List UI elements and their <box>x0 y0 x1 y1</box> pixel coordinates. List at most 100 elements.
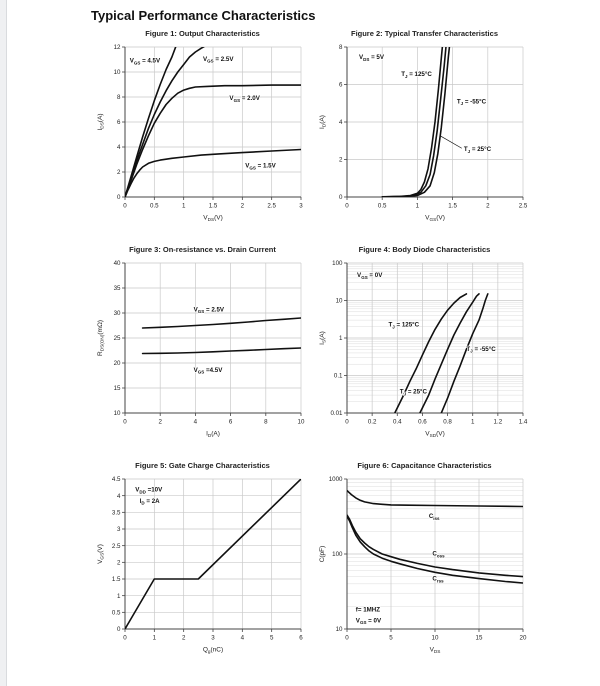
svg-text:1: 1 <box>117 593 121 600</box>
svg-text:0.2: 0.2 <box>368 419 377 426</box>
svg-text:Qg(nC): Qg(nC) <box>203 647 223 655</box>
svg-text:100: 100 <box>332 551 343 558</box>
svg-text:3: 3 <box>117 526 121 533</box>
svg-text:6: 6 <box>117 119 121 126</box>
svg-text:VGS(V): VGS(V) <box>425 215 445 223</box>
svg-text:3: 3 <box>299 203 303 210</box>
svg-text:2.5: 2.5 <box>267 203 276 210</box>
svg-text:8: 8 <box>117 94 121 101</box>
svg-text:2: 2 <box>117 559 121 566</box>
svg-text:2: 2 <box>158 419 162 426</box>
svg-text:0: 0 <box>123 203 127 210</box>
svg-text:Coss: Coss <box>432 551 445 559</box>
svg-text:VSD(V): VSD(V) <box>425 431 445 439</box>
svg-text:0.5: 0.5 <box>378 203 387 210</box>
svg-text:1.5: 1.5 <box>209 203 218 210</box>
svg-text:15: 15 <box>114 385 121 392</box>
svg-text:VDS = 5V: VDS = 5V <box>359 54 385 62</box>
svg-text:ID = 2A: ID = 2A <box>140 498 160 506</box>
svg-text:20: 20 <box>520 635 527 642</box>
svg-text:0: 0 <box>117 194 121 201</box>
svg-text:12: 12 <box>114 44 121 51</box>
figure-3-title: Figure 3: On-resistance vs. Drain Curren… <box>129 245 276 254</box>
svg-text:0.5: 0.5 <box>112 609 121 616</box>
svg-text:6: 6 <box>299 635 303 642</box>
svg-text:8: 8 <box>339 44 343 51</box>
svg-text:4: 4 <box>241 635 245 642</box>
figure-1: Figure 1: Output Characteristics 0 0.5 1 1.… <box>95 29 311 229</box>
svg-text:TJ = -55°C: TJ = -55°C <box>466 346 496 354</box>
svg-text:15: 15 <box>476 635 483 642</box>
svg-text:5: 5 <box>270 635 274 642</box>
svg-text:3: 3 <box>211 635 215 642</box>
svg-text:2.5: 2.5 <box>519 203 528 210</box>
svg-text:VGS = 2.5V: VGS = 2.5V <box>203 56 234 64</box>
svg-text:TJ = 125°C: TJ = 125°C <box>401 71 432 79</box>
svg-text:0: 0 <box>339 194 343 201</box>
svg-text:1.5: 1.5 <box>112 576 121 583</box>
svg-text:VGS = 2.5V: VGS = 2.5V <box>194 307 225 315</box>
svg-text:20: 20 <box>114 360 121 367</box>
svg-text:2: 2 <box>241 203 245 210</box>
svg-text:10: 10 <box>298 419 305 426</box>
figure-6-title: Figure 6: Capacitance Characteristics <box>357 461 492 470</box>
svg-text:10: 10 <box>114 69 121 76</box>
svg-text:VDS: VDS <box>430 647 441 655</box>
svg-text:TJ = 25°C: TJ = 25°C <box>464 146 492 154</box>
svg-text:ID(A): ID(A) <box>206 431 220 439</box>
svg-text:30: 30 <box>114 310 121 317</box>
figure-5: Figure 5: Gate Charge Characteristics 0 1… <box>95 461 311 661</box>
figure-4: Figure 4: Body Diode Characteristics 0 0.… <box>317 245 533 445</box>
svg-text:25: 25 <box>114 335 121 342</box>
svg-text:10: 10 <box>336 298 343 305</box>
svg-text:1.5: 1.5 <box>448 203 457 210</box>
svg-text:10: 10 <box>336 626 343 633</box>
figure-1-title: Figure 1: Output Characteristics <box>145 29 260 38</box>
svg-text:2: 2 <box>117 169 121 176</box>
svg-text:VGS = 0V: VGS = 0V <box>357 272 383 280</box>
figure-5-canvas: 0 1 2 3 4 5 6 0 0.5 1 1.5 2 2.5 3 3.5 4 4.5 Qg(nC) VGS(V) V… <box>97 476 303 655</box>
svg-text:6: 6 <box>339 82 343 89</box>
svg-text:4: 4 <box>117 144 121 151</box>
svg-text:C(pF): C(pF) <box>319 546 326 563</box>
svg-text:TJ = 25°C: TJ = 25°C <box>400 389 428 397</box>
svg-text:4.5: 4.5 <box>112 476 121 483</box>
svg-text:1000: 1000 <box>329 476 343 483</box>
svg-text:1: 1 <box>182 203 186 210</box>
svg-text:6: 6 <box>229 419 233 426</box>
svg-text:VGS = 0V: VGS = 0V <box>356 617 382 625</box>
svg-text:0.5: 0.5 <box>150 203 159 210</box>
svg-text:ID(A): ID(A) <box>319 115 327 129</box>
svg-text:0: 0 <box>123 419 127 426</box>
figure-1-canvas: 0 0.5 1 1.5 2 2.5 3 0 2 4 6 8 10 12 VDS(V) IDS(A) VGS = … <box>97 44 303 222</box>
svg-text:2: 2 <box>486 203 490 210</box>
svg-text:4: 4 <box>194 419 198 426</box>
svg-text:4: 4 <box>117 493 121 500</box>
svg-text:IDS(A): IDS(A) <box>97 114 105 131</box>
svg-text:3.5: 3.5 <box>112 509 121 516</box>
svg-text:2: 2 <box>339 157 343 164</box>
svg-text:VDD =10V: VDD =10V <box>135 487 163 495</box>
svg-text:1: 1 <box>153 635 157 642</box>
svg-text:2.5: 2.5 <box>112 543 121 550</box>
svg-text:VGS(V): VGS(V) <box>97 544 105 564</box>
svg-text:0: 0 <box>123 635 127 642</box>
svg-text:40: 40 <box>114 260 121 267</box>
svg-text:0.01: 0.01 <box>330 410 343 417</box>
svg-text:10: 10 <box>432 635 439 642</box>
svg-text:Crss: Crss <box>432 576 444 584</box>
svg-text:RDS(ON)(mΩ): RDS(ON)(mΩ) <box>97 320 105 356</box>
svg-text:TJ = -55°C: TJ = -55°C <box>457 98 487 106</box>
svg-text:5: 5 <box>389 635 393 642</box>
svg-text:VGS = 1.5V: VGS = 1.5V <box>245 163 276 171</box>
svg-text:2: 2 <box>182 635 186 642</box>
svg-text:TJ = 125°C: TJ = 125°C <box>388 322 419 330</box>
svg-text:0.1: 0.1 <box>334 373 343 380</box>
svg-text:1.4: 1.4 <box>519 419 528 426</box>
svg-text:1: 1 <box>416 203 420 210</box>
figure-2-title: Figure 2: Typical Transfer Characteristi… <box>350 29 498 38</box>
figure-3-canvas: 0 2 4 6 8 10 10 15 20 25 30 35 40 ID(A) RDS(ON)(mΩ) VGS… <box>97 260 305 439</box>
figure-5-title: Figure 5: Gate Charge Characteristics <box>135 461 270 470</box>
svg-text:f= 1MHZ: f= 1MHZ <box>356 607 380 614</box>
svg-text:1: 1 <box>471 419 475 426</box>
